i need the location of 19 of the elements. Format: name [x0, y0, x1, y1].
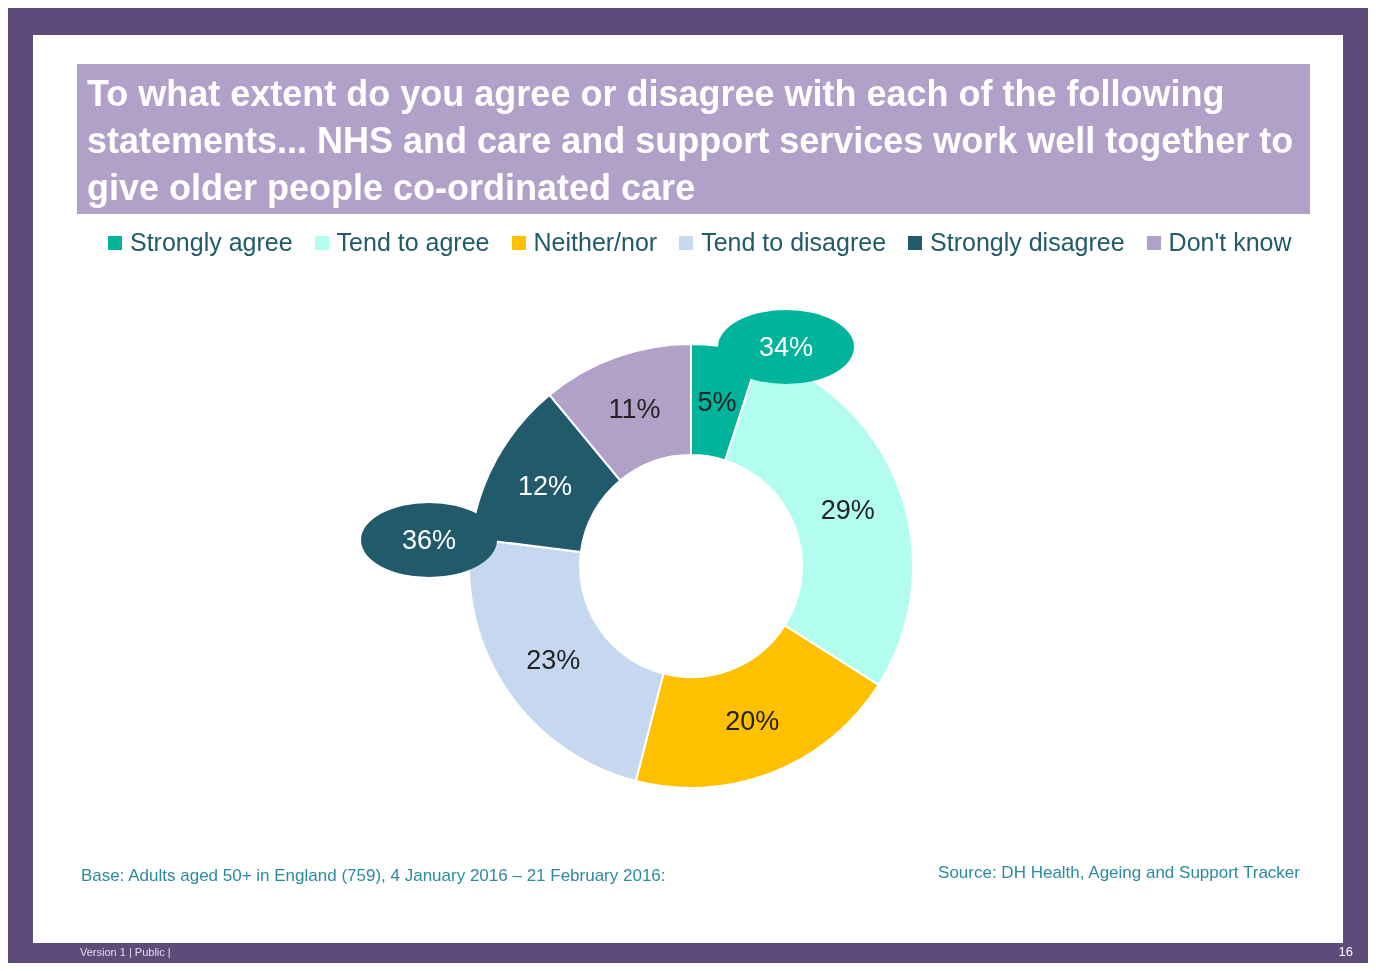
- text: Base: Adults aged 50+ in England (759), 4 January 2016 – 21 February 2016:: [81, 866, 666, 886]
- text: 36%: [401, 525, 457, 555]
- legend-label: Neither/nor: [533, 228, 658, 257]
- data-label: 29%: [820, 494, 875, 525]
- chart-title: To what extent do you agree or disagree with each of the following statements... NHS and care and support services work well together to give older people co-ordinated care: [77, 64, 1310, 214]
- data-label: 5%: [697, 386, 737, 417]
- data-label: 20%: [725, 705, 780, 736]
- legend-label: Strongly disagree: [930, 228, 1125, 257]
- source-note: Source: DH Health, Ageing and Support Tracker: [938, 863, 1300, 883]
- data-label: 11%: [608, 394, 661, 425]
- legend-label: Strongly agree: [130, 228, 293, 257]
- data-label: 12%: [518, 470, 573, 501]
- text: 34%: [758, 332, 814, 362]
- text: Version 1 | Public |: [78, 946, 173, 958]
- legend-label: Don't know: [1168, 228, 1292, 257]
- data-label: 23%: [526, 644, 581, 675]
- legend-label: Tend to agree: [336, 228, 490, 257]
- legend-label: Tend to disagree: [701, 228, 887, 257]
- text: 16: [1335, 944, 1356, 959]
